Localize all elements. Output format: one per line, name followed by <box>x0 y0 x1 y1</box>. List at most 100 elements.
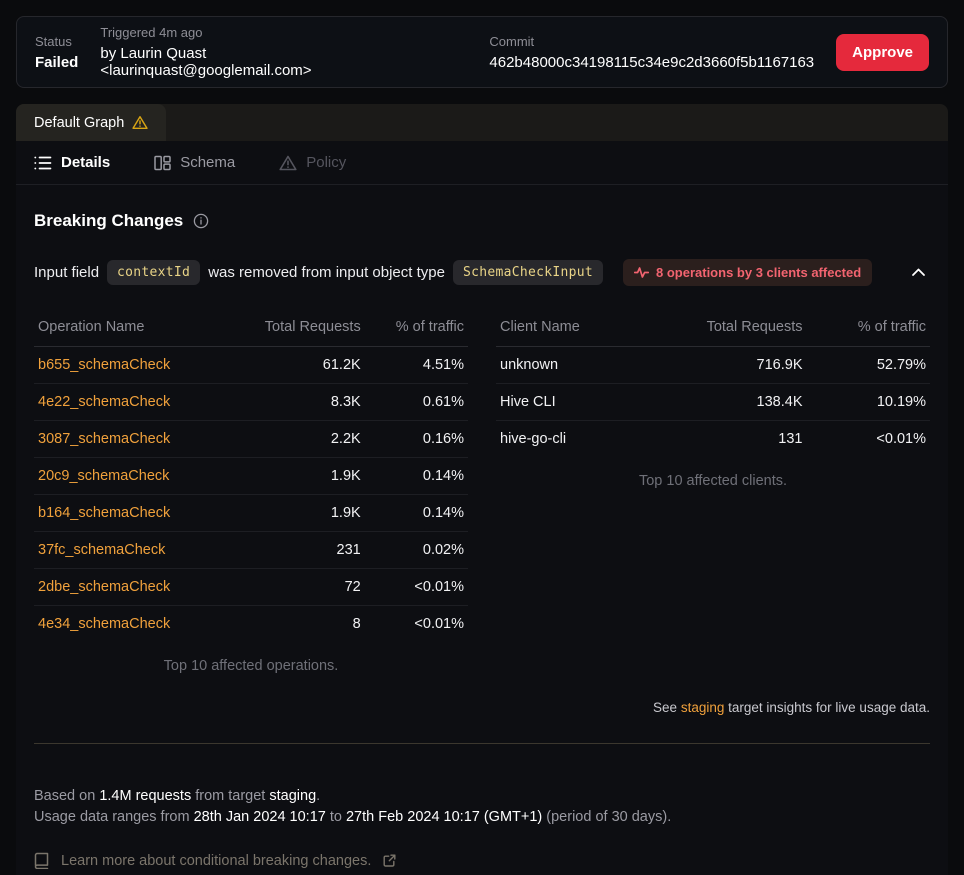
status-value: Failed <box>35 53 79 71</box>
field-code-chip: contextId <box>107 260 201 285</box>
table-row: b655_schemaCheck 61.2K 4.51% <box>34 346 468 384</box>
graph-panel: Default Graph Details <box>16 104 948 875</box>
commit-group: Commit 462b48000c34198115c34e9c2d3660f5b… <box>489 34 814 71</box>
pulse-icon <box>634 266 649 279</box>
value-cell: 1.9K <box>223 457 365 495</box>
requests-summary-line: Based on 1.4M requests from target stagi… <box>34 786 930 807</box>
learn-more-row[interactable]: Learn more about conditional breaking ch… <box>34 852 930 869</box>
table-row: b164_schemaCheck 1.9K 0.14% <box>34 494 468 532</box>
value-cell: 4.51% <box>364 346 468 384</box>
client-name-cell: unknown <box>496 346 639 384</box>
footer-text: from target <box>191 788 270 804</box>
value-cell: 0.14% <box>364 494 468 532</box>
value-cell: 61.2K <box>223 346 365 384</box>
warning-icon <box>132 115 148 130</box>
value-cell: 0.14% <box>364 457 468 495</box>
column-operation-name: Operation Name <box>34 308 224 347</box>
learn-more-link[interactable]: Learn more about conditional breaking ch… <box>61 852 372 869</box>
graph-tab-strip: Default Graph <box>16 104 948 141</box>
operation-name-cell: 20c9_schemaCheck <box>34 457 224 495</box>
footer-text: (period of 30 days). <box>542 809 672 825</box>
table-header-row: Operation Name Total Requests % of traff… <box>34 308 468 347</box>
operation-link[interactable]: b655_schemaCheck <box>38 357 171 373</box>
operation-link[interactable]: 4e22_schemaCheck <box>38 394 171 410</box>
footer-text: . <box>316 788 321 804</box>
check-header-card: Status Failed Triggered 4m ago by Laurin… <box>16 16 948 88</box>
table-row: 3087_schemaCheck 2.2K 0.16% <box>34 420 468 458</box>
check-details-panel: Details Schema Policy <box>16 141 948 875</box>
insights-prefix: See <box>653 700 681 715</box>
tab-policy[interactable]: Policy <box>279 154 346 171</box>
operations-caption: Top 10 affected operations. <box>163 658 339 674</box>
operation-link[interactable]: 37fc_schemaCheck <box>38 542 166 558</box>
view-tabs: Details Schema Policy <box>16 141 948 185</box>
external-link-icon <box>383 854 396 867</box>
value-cell: 716.9K <box>638 346 807 384</box>
value-cell: <0.01% <box>876 431 926 447</box>
table-row: 4e34_schemaCheck 8 <0.01% <box>34 606 468 643</box>
value-cell: 8 <box>352 616 361 632</box>
operation-link[interactable]: 4e34_schemaCheck <box>38 616 171 632</box>
affected-operations-badge: 8 operations by 3 clients affected <box>623 259 873 286</box>
tab-default-graph[interactable]: Default Graph <box>16 104 167 141</box>
footer-text: Based on <box>34 788 100 804</box>
operation-link[interactable]: 3087_schemaCheck <box>38 431 171 447</box>
operation-name-cell: 3087_schemaCheck <box>34 420 224 458</box>
operation-name-cell: 4e34_schemaCheck <box>34 606 224 643</box>
commit-hash: 462b48000c34198115c34e9c2d3660f5b1167163 <box>489 53 815 71</box>
breaking-change-row[interactable]: Input field contextId was removed from i… <box>34 259 930 286</box>
affected-clients-table: Client Name Total Requests % of traffic … <box>496 308 930 457</box>
value-cell: 10.19% <box>806 383 930 421</box>
table-row: hive-go-cli 131 <0.01% <box>496 421 930 458</box>
usage-tables: Operation Name Total Requests % of traff… <box>34 308 930 684</box>
operation-link[interactable]: b164_schemaCheck <box>38 505 171 521</box>
details-content: Breaking Changes Input field contextId w… <box>16 211 948 869</box>
info-icon <box>193 213 209 229</box>
breaking-changes-title: Breaking Changes <box>34 211 184 230</box>
table-row: Hive CLI 138.4K 10.19% <box>496 383 930 421</box>
tab-details-label: Details <box>61 154 111 171</box>
column-traffic: % of traffic <box>364 308 468 347</box>
insights-note: See staging target insights for live usa… <box>34 700 930 715</box>
affected-operations-table: Operation Name Total Requests % of traff… <box>34 308 468 642</box>
graph-tab-label: Default Graph <box>34 114 125 131</box>
value-cell: 231 <box>223 531 365 569</box>
clients-column: Client Name Total Requests % of traffic … <box>496 308 930 684</box>
operation-link[interactable]: 2dbe_schemaCheck <box>38 579 171 595</box>
column-client-name: Client Name <box>496 308 639 347</box>
table-row: 37fc_schemaCheck 231 0.02% <box>34 531 468 569</box>
breaking-changes-heading: Breaking Changes <box>34 211 930 231</box>
value-cell: 1.9K <box>223 494 365 532</box>
value-cell: 72 <box>223 568 365 606</box>
table-header-row: Client Name Total Requests % of traffic <box>496 308 930 347</box>
change-prefix: Input field <box>34 264 100 281</box>
operation-link[interactable]: 20c9_schemaCheck <box>38 468 170 484</box>
operation-name-cell: 37fc_schemaCheck <box>34 531 224 569</box>
staging-insights-link[interactable]: staging <box>680 700 725 715</box>
value-cell: 2.2K <box>223 420 365 458</box>
change-middle: was removed from input object type <box>208 264 445 281</box>
operation-name-cell: 4e22_schemaCheck <box>34 383 224 421</box>
tab-details[interactable]: Details <box>34 154 110 171</box>
tab-schema[interactable]: Schema <box>154 154 235 171</box>
request-count: 1.4M requests <box>99 788 192 804</box>
triggered-author: by Laurin Quast <laurinquast@googlemail.… <box>100 45 312 79</box>
date-to: 27th Feb 2024 10:17 (GMT+1) <box>345 809 543 825</box>
column-traffic: % of traffic <box>806 308 930 347</box>
date-range-line: Usage data ranges from 28th Jan 2024 10:… <box>34 807 930 828</box>
table-row: 4e22_schemaCheck 8.3K 0.61% <box>34 383 468 421</box>
warning-icon <box>279 155 297 171</box>
affected-badge-label: 8 operations by 3 clients affected <box>656 265 862 280</box>
operation-name-cell: 2dbe_schemaCheck <box>34 568 224 606</box>
chevron-up-icon[interactable] <box>907 263 930 282</box>
date-from: 28th Jan 2024 10:17 <box>193 809 326 825</box>
operation-name-cell: b655_schemaCheck <box>34 346 224 384</box>
approve-button[interactable]: Approve <box>836 33 929 71</box>
status-group: Status Failed <box>35 34 78 71</box>
value-cell: 0.61% <box>364 383 468 421</box>
value-cell: 8.3K <box>223 383 365 421</box>
value-cell: 138.4K <box>638 383 807 421</box>
value-cell: 52.79% <box>806 346 930 384</box>
commit-label: Commit <box>489 33 535 49</box>
client-name-cell: hive-go-cli <box>500 431 567 447</box>
